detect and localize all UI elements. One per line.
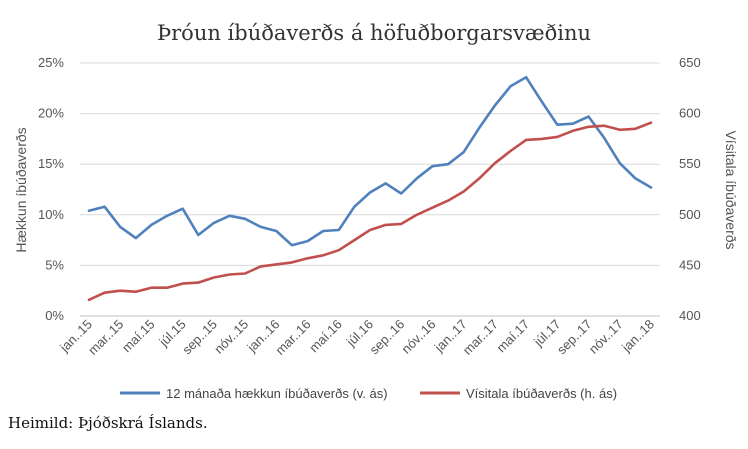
right-axis-label: Vísitala íbúðaverðs	[723, 130, 739, 249]
right-tick-label: 450	[679, 257, 701, 272]
x-tick-label: nóv..16	[398, 317, 438, 357]
x-tick-label: mar..17	[460, 317, 501, 358]
right-tick-label: 600	[679, 106, 701, 121]
x-tick-label: maí.15	[119, 317, 158, 356]
legend-label-hækkun: 12 mánaða hækkun íbúðaverðs (v. ás)	[166, 386, 388, 401]
series-line-1	[87, 121, 653, 302]
x-axis-ticks: jan..15mar..15maí.15júl.15sep..15nóv..15…	[56, 317, 657, 358]
right-axis-ticks: 400 450 500 550 600 650	[679, 55, 701, 323]
left-tick-label: 15%	[38, 156, 64, 171]
left-tick-label: 0%	[45, 308, 64, 323]
x-tick-label: mar..16	[272, 317, 313, 358]
right-tick-label: 400	[679, 308, 701, 323]
right-tick-label: 550	[679, 156, 701, 171]
x-tick-label: sep..16	[367, 317, 408, 358]
chart-title: Þróun íbúðaverðs á höfuðborgarsvæðinu	[157, 21, 591, 45]
left-tick-label: 5%	[45, 257, 64, 272]
legend-label-vísitala: Vísitala íbúðaverðs (h. ás)	[466, 386, 617, 401]
left-axis-ticks: 0% 5% 10% 15% 20% 25%	[38, 55, 64, 323]
left-tick-label: 10%	[38, 207, 64, 222]
right-tick-label: 500	[679, 207, 701, 222]
left-axis-label: Hækkun íbúðaverðs	[13, 127, 29, 252]
left-tick-label: 20%	[38, 106, 64, 121]
x-tick-label: mar..15	[85, 317, 126, 358]
x-tick-label: nóv..17	[586, 317, 626, 357]
gridlines	[80, 62, 660, 317]
source-note: Heimild: Þjóðskrá Íslands.	[8, 414, 208, 432]
right-tick-label: 650	[679, 55, 701, 70]
x-tick-label: jan..18	[618, 317, 657, 356]
x-tick-label: sep..15	[179, 317, 220, 358]
x-tick-label: maí.17	[494, 317, 533, 356]
x-tick-label: nóv..15	[211, 317, 251, 357]
x-tick-label: maí.16	[306, 317, 345, 356]
x-tick-label: sep..17	[554, 317, 595, 358]
legend: 12 mánaða hækkun íbúðaverðs (v. ás) Vísi…	[120, 386, 617, 401]
series-lines	[87, 75, 653, 302]
series-line-0	[87, 75, 653, 247]
left-tick-label: 25%	[38, 55, 64, 70]
